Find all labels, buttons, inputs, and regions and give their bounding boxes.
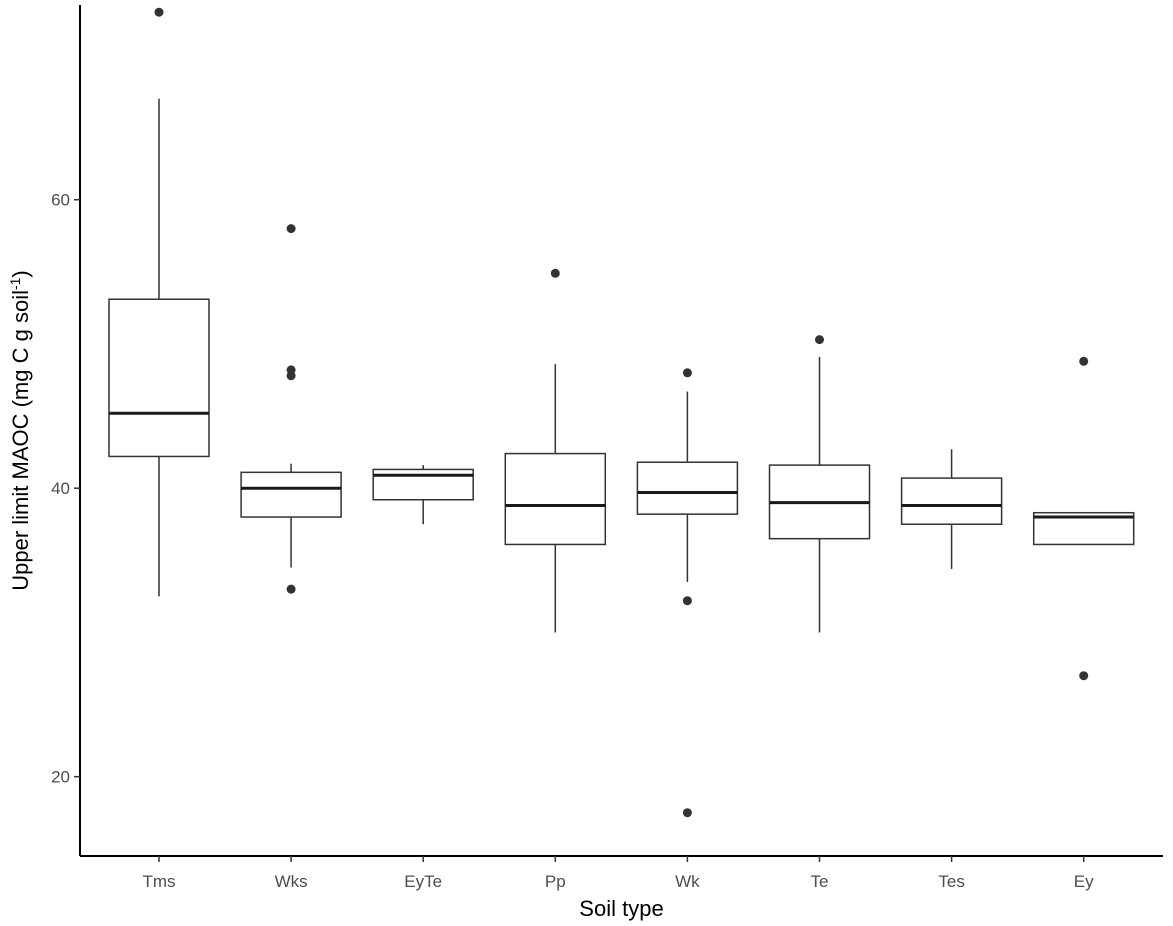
y-tick-label: 60 bbox=[51, 191, 70, 210]
box bbox=[108, 298, 210, 458]
box-group-pp bbox=[504, 268, 607, 633]
box bbox=[240, 471, 342, 518]
outlier-point bbox=[286, 584, 296, 594]
y-tick-label: 20 bbox=[51, 768, 70, 787]
box-group-wks bbox=[240, 224, 342, 594]
y-axis-title-superscript: -1 bbox=[7, 277, 23, 290]
box-group-tes bbox=[900, 449, 1003, 569]
box-group-te bbox=[768, 335, 871, 633]
y-axis-title-main: Upper limit MAOC (mg C g soil bbox=[8, 290, 33, 591]
y-axis-title: Upper limit MAOC (mg C g soil-1) bbox=[7, 270, 33, 591]
outlier-point bbox=[682, 368, 692, 378]
box-group-ey bbox=[1032, 356, 1135, 681]
box bbox=[504, 452, 607, 546]
x-axis-title: Soil type bbox=[579, 896, 663, 921]
x-tick-label: Ey bbox=[1074, 872, 1094, 891]
x-tick-label: Tes bbox=[938, 872, 964, 891]
box bbox=[636, 461, 739, 515]
box bbox=[900, 477, 1003, 526]
box-group-wk bbox=[636, 368, 739, 818]
x-axis-ticks: Tms Wks EyTe Pp Wk Te Tes Ey bbox=[142, 856, 1094, 891]
outlier-point bbox=[286, 224, 296, 234]
axes bbox=[79, 5, 1163, 857]
outlier-point bbox=[550, 268, 560, 278]
y-tick-label: 40 bbox=[51, 479, 70, 498]
x-tick-label: Wks bbox=[275, 872, 308, 891]
x-tick-label: Wk bbox=[675, 872, 700, 891]
outlier-point bbox=[682, 596, 692, 606]
outlier-point bbox=[154, 7, 164, 17]
outlier-point bbox=[682, 808, 692, 818]
outlier-point bbox=[1079, 671, 1089, 681]
plot-marks bbox=[108, 7, 1135, 818]
outlier-point bbox=[1079, 356, 1089, 366]
x-tick-label: Pp bbox=[545, 872, 566, 891]
outlier-point bbox=[286, 371, 296, 381]
y-axis-ticks: 20 40 60 bbox=[51, 191, 80, 787]
x-tick-label: Te bbox=[811, 872, 829, 891]
box-group-eyte bbox=[372, 465, 474, 525]
y-axis-title-close: ) bbox=[8, 270, 33, 277]
outlier-point bbox=[815, 335, 824, 345]
x-tick-label: EyTe bbox=[404, 872, 442, 891]
x-tick-label: Tms bbox=[142, 872, 175, 891]
box-group-tms bbox=[108, 7, 210, 597]
